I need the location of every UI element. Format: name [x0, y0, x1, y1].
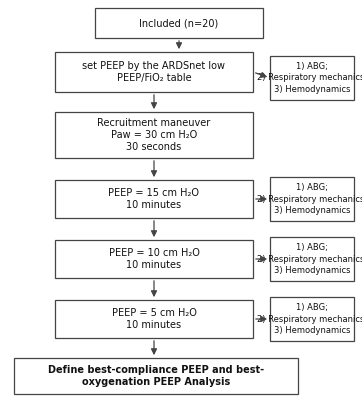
Text: Included (n=20): Included (n=20)	[139, 18, 219, 28]
Text: 1) ABG;
2) Respiratory mechanics;
3) Hemodynamics: 1) ABG; 2) Respiratory mechanics; 3) Hem…	[257, 243, 362, 274]
FancyBboxPatch shape	[55, 300, 253, 338]
FancyBboxPatch shape	[14, 358, 298, 394]
Text: PEEP = 5 cm H₂O
10 minutes: PEEP = 5 cm H₂O 10 minutes	[111, 308, 197, 330]
FancyBboxPatch shape	[270, 177, 354, 221]
FancyBboxPatch shape	[270, 237, 354, 281]
Text: 1) ABG;
2) Respiratory mechanics;
3) Hemodynamics: 1) ABG; 2) Respiratory mechanics; 3) Hem…	[257, 62, 362, 94]
FancyBboxPatch shape	[55, 112, 253, 158]
FancyBboxPatch shape	[55, 240, 253, 278]
Text: Define best-compliance PEEP and best-
oxygenation PEEP Analysis: Define best-compliance PEEP and best- ox…	[48, 365, 264, 387]
FancyBboxPatch shape	[55, 52, 253, 92]
Text: 1) ABG;
2) Respiratory mechanics;
3) Hemodynamics: 1) ABG; 2) Respiratory mechanics; 3) Hem…	[257, 303, 362, 334]
FancyBboxPatch shape	[270, 297, 354, 341]
Text: 1) ABG;
2) Respiratory mechanics;
3) Hemodynamics: 1) ABG; 2) Respiratory mechanics; 3) Hem…	[257, 183, 362, 214]
FancyBboxPatch shape	[55, 180, 253, 218]
FancyBboxPatch shape	[95, 8, 263, 38]
Text: Recruitment maneuver
Paw = 30 cm H₂O
30 seconds: Recruitment maneuver Paw = 30 cm H₂O 30 …	[97, 118, 211, 152]
FancyBboxPatch shape	[270, 56, 354, 100]
Text: PEEP = 10 cm H₂O
10 minutes: PEEP = 10 cm H₂O 10 minutes	[109, 248, 199, 270]
Text: set PEEP by the ARDSnet low
PEEP/FiO₂ table: set PEEP by the ARDSnet low PEEP/FiO₂ ta…	[83, 61, 226, 83]
Text: PEEP = 15 cm H₂O
10 minutes: PEEP = 15 cm H₂O 10 minutes	[109, 188, 199, 210]
